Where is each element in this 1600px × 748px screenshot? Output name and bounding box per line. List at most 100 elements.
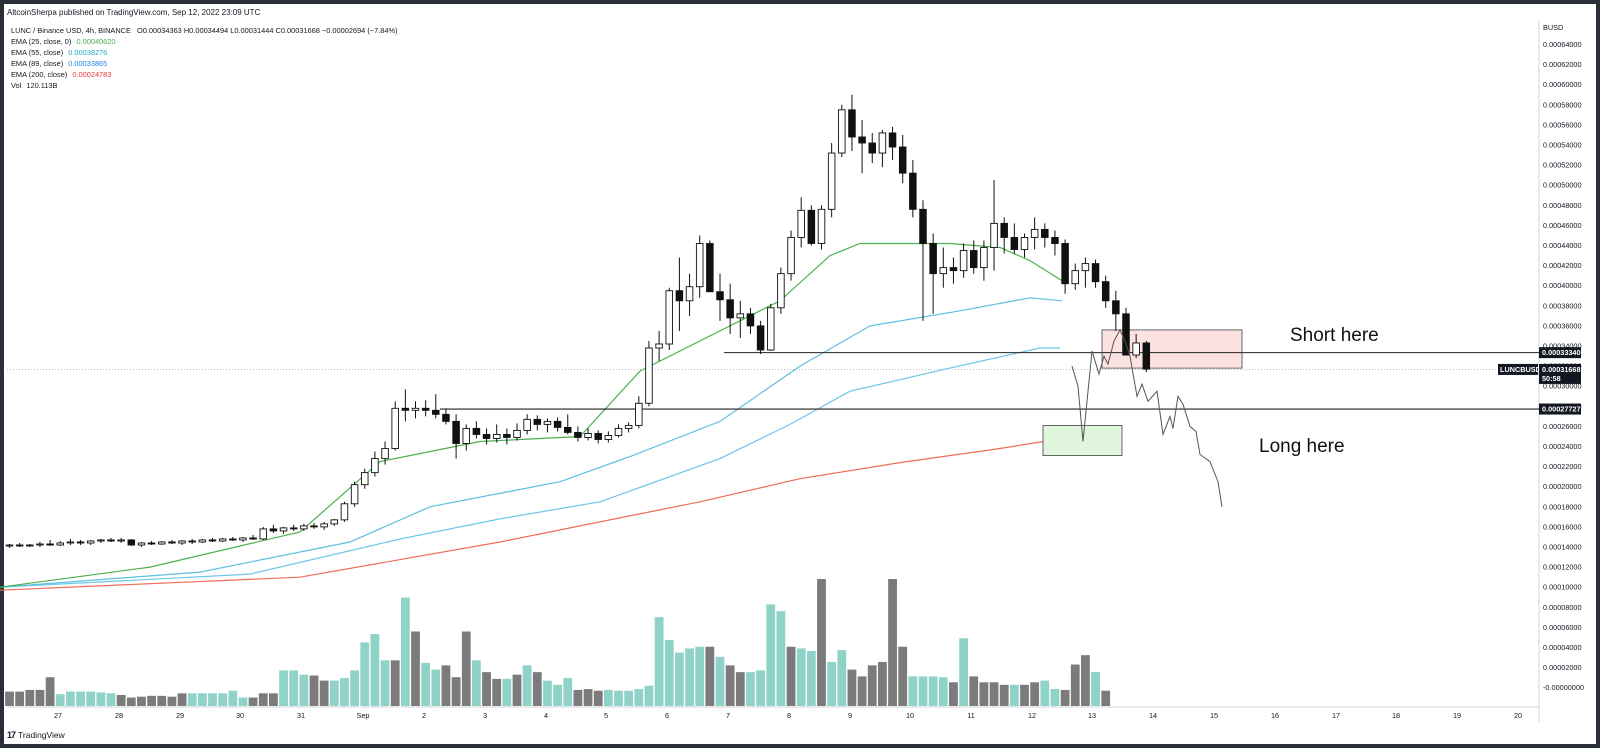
volume-bar bbox=[502, 678, 512, 706]
candle-body bbox=[746, 313, 755, 327]
price-tag-box bbox=[1539, 403, 1581, 415]
volume-bar bbox=[76, 691, 85, 706]
time-tick-label: 12 bbox=[1028, 711, 1036, 720]
price-tick-label: 0.00034000 bbox=[1543, 342, 1582, 351]
candle-body bbox=[26, 544, 34, 547]
candle-body bbox=[289, 527, 298, 530]
volume-bar bbox=[309, 675, 319, 706]
projection-path bbox=[1071, 328, 1223, 507]
volume-bar bbox=[543, 680, 552, 706]
volume-bar bbox=[776, 611, 786, 706]
candle-body bbox=[391, 407, 399, 449]
volume-bar bbox=[147, 695, 156, 706]
volume-bar bbox=[258, 693, 268, 706]
price-tick-label: 0.00050000 bbox=[1543, 181, 1582, 190]
candle-body bbox=[726, 299, 734, 319]
candle-body bbox=[1051, 237, 1059, 244]
volume-bar bbox=[938, 677, 948, 706]
price-tag-box bbox=[1539, 347, 1581, 359]
candle-body bbox=[777, 273, 785, 309]
ema89-row[interactable]: EMA (89, close) 0.00033865 bbox=[11, 58, 398, 69]
volume-row[interactable]: Vol 120.113B bbox=[11, 80, 398, 91]
volume-bar bbox=[1060, 689, 1070, 706]
candle-body bbox=[980, 247, 988, 269]
ema55-value: 0.00038276 bbox=[68, 48, 108, 57]
price-tick-label: 0.00014000 bbox=[1543, 543, 1582, 552]
volume-bar bbox=[888, 579, 897, 706]
volume-bar bbox=[370, 634, 380, 706]
time-tick-label: 5 bbox=[604, 711, 608, 720]
volume-bar bbox=[867, 665, 877, 706]
candle-body bbox=[584, 432, 592, 438]
candle-body bbox=[513, 429, 521, 438]
volume-bar bbox=[390, 660, 400, 706]
volume-bar bbox=[766, 604, 776, 706]
candle-body bbox=[401, 407, 410, 411]
price-tag-label: 0.00027727 bbox=[1542, 405, 1581, 414]
volume-bar bbox=[319, 680, 329, 706]
ema89-label: EMA (89, close) bbox=[11, 59, 64, 68]
price-tick-label: 0.00046000 bbox=[1543, 221, 1582, 230]
price-tick-label: 0.00064000 bbox=[1543, 40, 1582, 49]
candle-body bbox=[868, 142, 877, 154]
candle-body bbox=[56, 542, 65, 546]
candle-body bbox=[706, 243, 714, 293]
candle-body bbox=[736, 313, 745, 319]
ema200-label: EMA (200, close) bbox=[11, 70, 68, 79]
volume-bar bbox=[817, 579, 826, 706]
volume-bar bbox=[5, 691, 14, 706]
price-tick-label: 0.00008000 bbox=[1543, 603, 1582, 612]
symbol-tag-label: LUNCBUSD bbox=[1500, 365, 1541, 374]
volume-bar bbox=[25, 689, 35, 706]
candle-body bbox=[46, 543, 54, 546]
volume-bar bbox=[553, 684, 562, 706]
price-tick-label: 0.00052000 bbox=[1543, 161, 1582, 170]
volume-bar bbox=[1101, 690, 1111, 706]
candle-body bbox=[959, 250, 968, 272]
candle-body bbox=[381, 448, 389, 460]
candle-body bbox=[462, 427, 471, 444]
ema200-line bbox=[0, 437, 1063, 591]
candle-body bbox=[645, 347, 653, 404]
volume-bar bbox=[177, 693, 187, 706]
candle-body bbox=[1112, 300, 1120, 315]
currency-label: BUSD bbox=[1543, 23, 1563, 32]
volume-bar bbox=[989, 682, 999, 706]
ema200-row[interactable]: EMA (200, close) 0.00024783 bbox=[11, 69, 398, 80]
candle-body bbox=[279, 527, 288, 532]
volume-bar bbox=[959, 638, 968, 706]
time-tick-label: 28 bbox=[115, 711, 123, 720]
ema55-row[interactable]: EMA (55, close) 0.00038276 bbox=[11, 47, 398, 58]
candle-body bbox=[1020, 237, 1029, 250]
symbol-row[interactable]: LUNC / Binance USD, 4h, BINANCE O0.00034… bbox=[11, 25, 398, 36]
candle-body bbox=[411, 407, 420, 411]
candle-body bbox=[716, 291, 724, 301]
volume-bar bbox=[634, 689, 644, 706]
price-tick-label: 0.00030000 bbox=[1543, 382, 1582, 391]
ema25-row[interactable]: EMA (25, close, 0) 0.00040620 bbox=[11, 36, 398, 47]
candle-body bbox=[1041, 228, 1049, 238]
time-tick-label: 19 bbox=[1453, 711, 1461, 720]
price-tick-label: 0.00036000 bbox=[1543, 321, 1582, 330]
volume-bar bbox=[55, 694, 65, 706]
time-tick-label: 6 bbox=[665, 711, 669, 720]
candle-body bbox=[594, 432, 602, 440]
volume-bar bbox=[1050, 689, 1060, 706]
ema25-line bbox=[0, 242, 1063, 588]
volume-bar bbox=[1009, 684, 1019, 706]
time-tick-label: 20 bbox=[1514, 711, 1522, 720]
candle-body bbox=[1000, 222, 1008, 238]
volume-bar bbox=[350, 670, 359, 706]
time-tick-label: 14 bbox=[1149, 711, 1157, 720]
volume-bar bbox=[827, 661, 837, 706]
candle-body bbox=[1061, 243, 1069, 285]
volume-bar bbox=[492, 678, 502, 706]
candle-body bbox=[218, 538, 227, 542]
tradingview-brand[interactable]: 17 TradingView bbox=[7, 730, 65, 740]
volume-bar bbox=[137, 696, 146, 706]
price-tick-label: 0.00038000 bbox=[1543, 301, 1582, 310]
volume-bar bbox=[512, 674, 522, 706]
price-tick-label: 0.00018000 bbox=[1543, 502, 1582, 511]
volume-bar bbox=[411, 631, 420, 706]
